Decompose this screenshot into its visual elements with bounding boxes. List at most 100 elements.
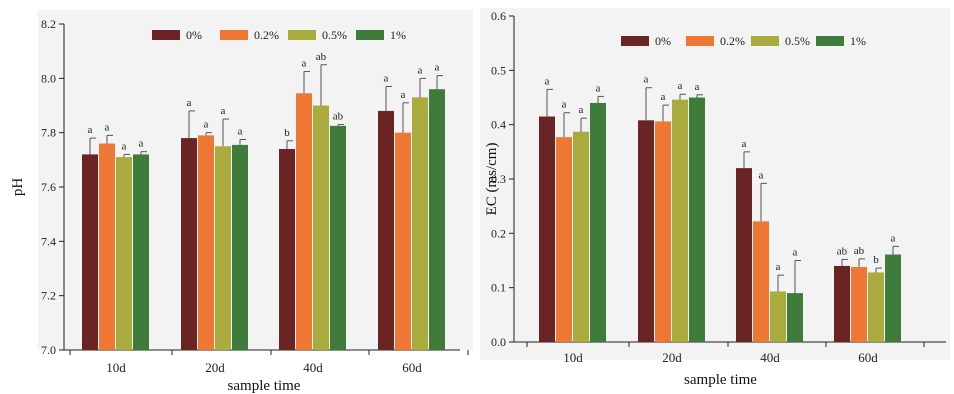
y-tick-label: 8.0 xyxy=(41,71,56,85)
legend-swatch xyxy=(288,30,316,40)
y-tick-label: 7.6 xyxy=(41,180,56,194)
significance-letter: a xyxy=(776,261,781,273)
significance-letter: a xyxy=(435,62,440,74)
significance-letter: a xyxy=(562,99,567,111)
bar xyxy=(330,125,346,350)
legend-swatch xyxy=(152,30,180,40)
legend-label: 0.5% xyxy=(785,34,810,48)
significance-letter: ab xyxy=(316,51,327,63)
legend-label: 0.2% xyxy=(254,28,279,42)
bar xyxy=(539,116,555,343)
bar xyxy=(770,291,786,342)
y-tick-label: 0.4 xyxy=(491,118,506,132)
legend-swatch xyxy=(751,36,779,46)
significance-letter: a xyxy=(122,140,127,152)
bar xyxy=(313,105,329,350)
legend-swatch xyxy=(816,36,844,46)
bar xyxy=(133,154,149,350)
significance-letter: b xyxy=(284,127,290,139)
bar xyxy=(851,267,867,342)
y-tick-label: 0.6 xyxy=(491,9,506,23)
significance-letter: a xyxy=(891,232,896,244)
significance-letter: a xyxy=(596,82,601,94)
y-tick-label: 7.2 xyxy=(41,289,56,303)
bar xyxy=(215,146,231,350)
significance-letter: a xyxy=(418,64,423,76)
bar xyxy=(689,97,705,342)
legend-label: 0% xyxy=(655,34,671,48)
significance-letter: ab xyxy=(333,111,344,123)
significance-letter: a xyxy=(238,125,243,137)
y-tick-label: 0.5 xyxy=(491,63,506,77)
bar xyxy=(655,121,671,342)
bar xyxy=(99,143,115,350)
legend-label: 0.5% xyxy=(322,28,347,42)
significance-letter: a xyxy=(695,81,700,93)
x-axis-title: sample time xyxy=(684,372,757,388)
bar xyxy=(885,254,901,342)
significance-letter: a xyxy=(187,97,192,109)
bar xyxy=(378,110,394,350)
y-tick-label: 7.0 xyxy=(41,343,56,357)
bar xyxy=(296,93,312,351)
bar xyxy=(868,272,884,342)
bar xyxy=(590,102,606,342)
significance-letter: a xyxy=(759,169,764,181)
significance-letter: a xyxy=(678,80,683,92)
legend-label: 0% xyxy=(186,28,202,42)
significance-letter: a xyxy=(644,74,649,86)
y-tick-label: 8.2 xyxy=(41,17,56,31)
bar xyxy=(412,97,428,350)
bar xyxy=(82,154,98,350)
significance-letter: a xyxy=(302,58,307,70)
bar xyxy=(638,120,654,342)
significance-letter: ab xyxy=(854,245,865,257)
y-tick-label: 0.2 xyxy=(491,226,506,240)
legend-label: 1% xyxy=(850,34,866,48)
x-tick-label: 40d xyxy=(760,350,780,365)
bar xyxy=(736,168,752,342)
y-tick-label: 7.4 xyxy=(41,234,56,248)
bar xyxy=(834,265,850,342)
significance-letter: a xyxy=(579,104,584,116)
legend-swatch xyxy=(621,36,649,46)
bar xyxy=(395,132,411,350)
legend-swatch xyxy=(686,36,714,46)
legend-label: 0.2% xyxy=(720,34,745,48)
x-tick-label: 60d xyxy=(402,360,422,375)
significance-letter: a xyxy=(221,105,226,117)
bar xyxy=(672,99,688,342)
x-tick-label: 10d xyxy=(563,350,583,365)
y-axis-title: EC (ms/cm) xyxy=(484,143,500,216)
significance-letter: a xyxy=(661,91,666,103)
legend-label: 1% xyxy=(390,28,406,42)
legend-swatch xyxy=(356,30,384,40)
bar xyxy=(429,89,445,350)
bar xyxy=(198,135,214,350)
significance-letter: ab xyxy=(837,245,848,257)
significance-letter: a xyxy=(105,121,110,133)
significance-letter: a xyxy=(401,89,406,101)
bar xyxy=(279,148,295,350)
significance-letter: a xyxy=(793,247,798,259)
x-tick-label: 40d xyxy=(303,360,323,375)
bar xyxy=(787,293,803,342)
y-tick-label: 7.8 xyxy=(41,126,56,140)
y-tick-label: 0.0 xyxy=(491,335,506,349)
bar xyxy=(556,137,572,342)
significance-letter: a xyxy=(139,138,144,150)
x-tick-label: 20d xyxy=(205,360,225,375)
legend-swatch xyxy=(220,30,248,40)
bar xyxy=(573,131,589,342)
bar xyxy=(232,144,248,350)
significance-letter: a xyxy=(204,119,209,131)
x-tick-label: 20d xyxy=(662,350,682,365)
bar xyxy=(116,157,132,350)
bar xyxy=(753,221,769,342)
x-tick-label: 10d xyxy=(106,360,126,375)
significance-letter: a xyxy=(88,124,93,136)
y-tick-label: 0.3 xyxy=(491,172,506,186)
y-axis-title: pH xyxy=(10,178,26,197)
